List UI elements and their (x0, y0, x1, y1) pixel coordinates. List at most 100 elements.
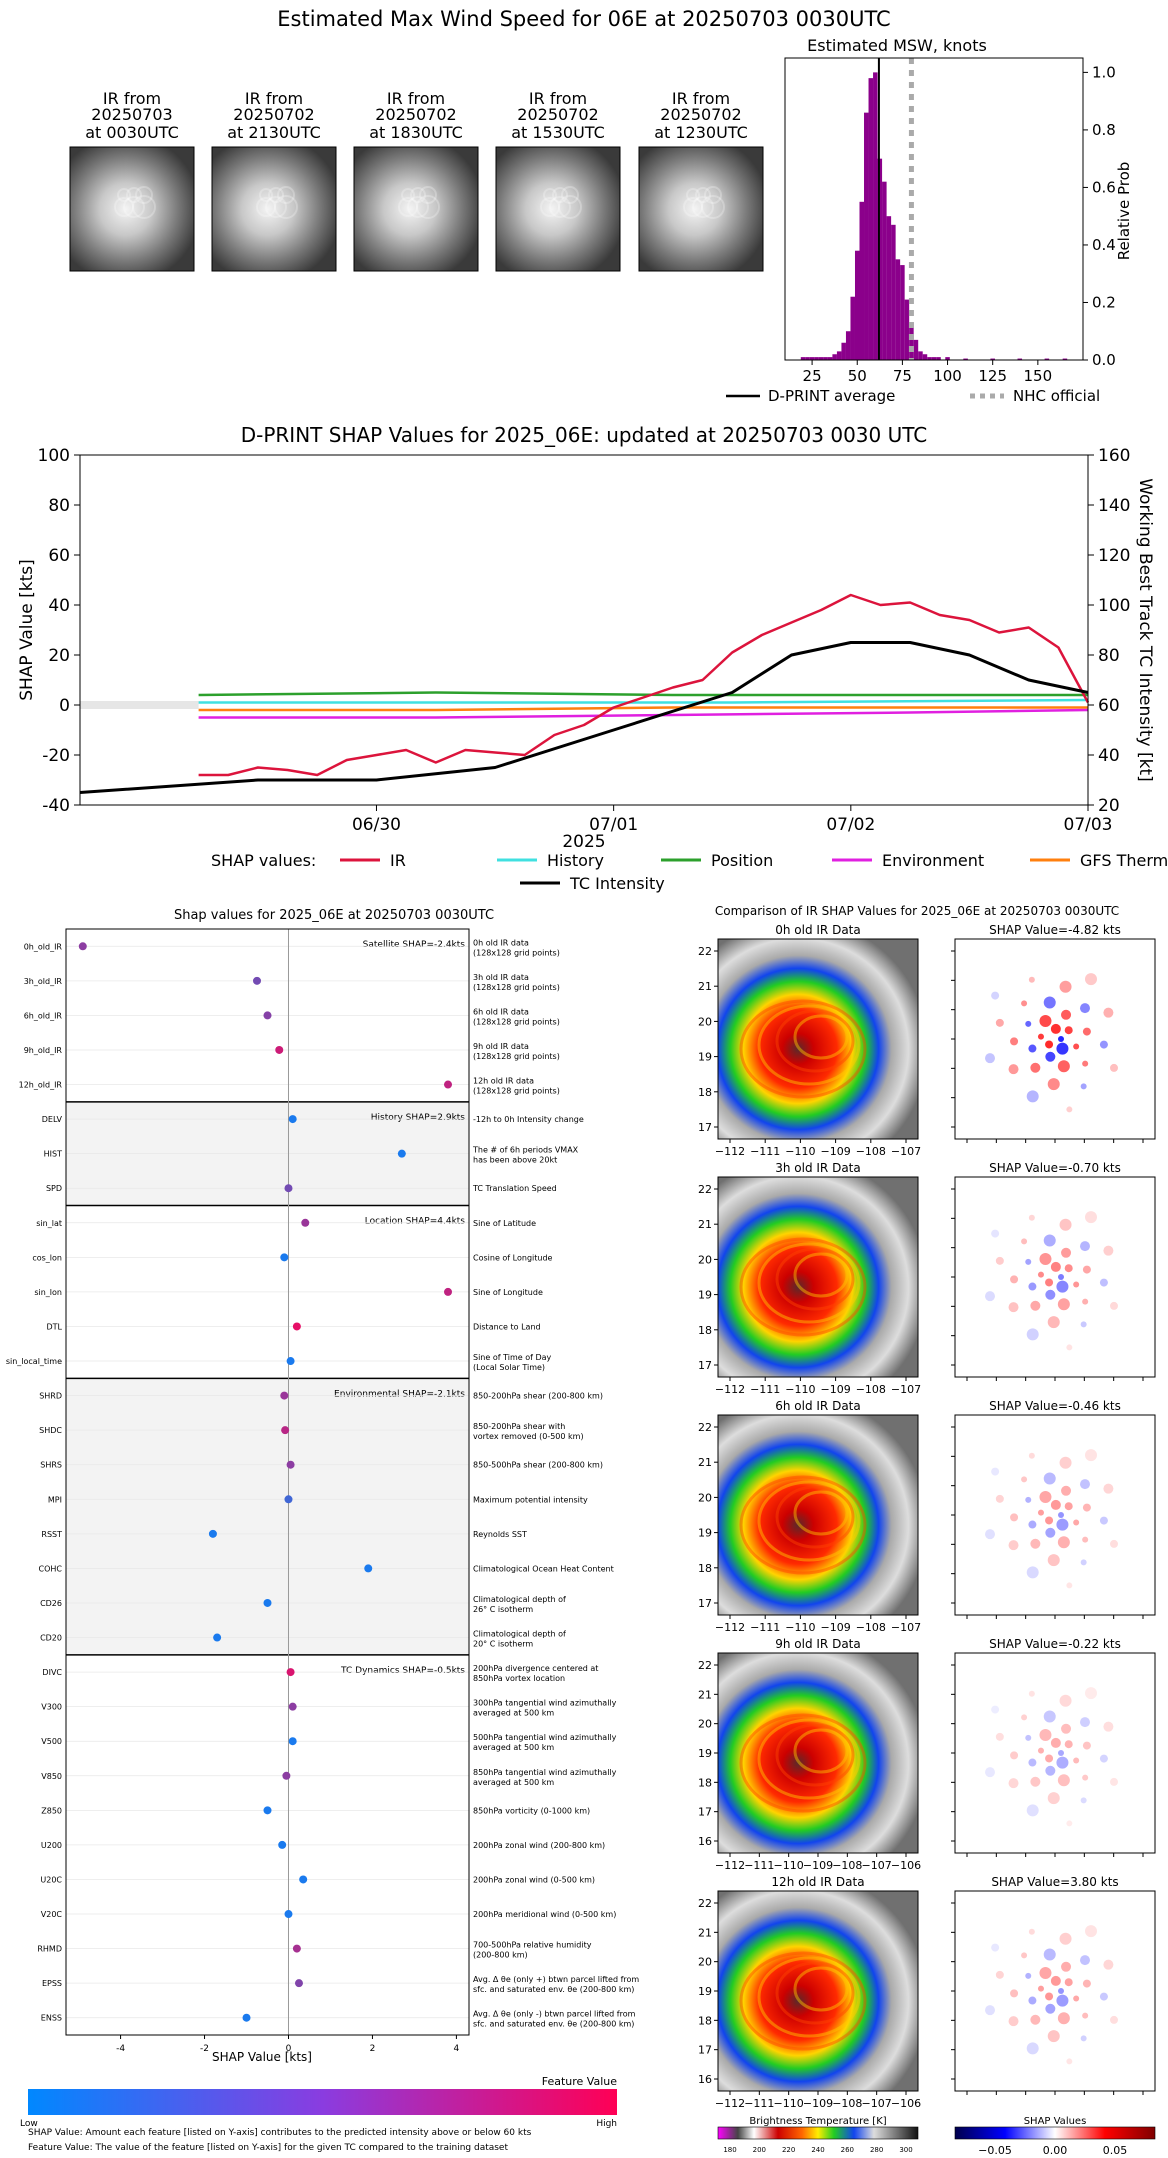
feature-chart-title: Shap values for 2025_06E at 20250703 003… (174, 908, 494, 923)
histogram-bar (913, 339, 919, 360)
shap-blob (1028, 1758, 1037, 1767)
shap-blob (1043, 1710, 1056, 1723)
feature-name: sin_lat (36, 1219, 62, 1228)
cloud-band (561, 186, 579, 204)
shap-blob (1043, 996, 1056, 1009)
shap-blob (1073, 1043, 1080, 1050)
cloud-band (540, 197, 560, 217)
shap-point (213, 1633, 222, 1642)
legend-label: Position (711, 851, 773, 870)
shap-colorbar-title: SHAP Values (1024, 2116, 1087, 2127)
cloud-band (277, 186, 295, 204)
legend-label: History (547, 851, 604, 870)
y-tick-label: 17 (698, 1359, 712, 1372)
y-tick-label: 16 (698, 1835, 712, 1848)
feature-name: V500 (41, 1737, 62, 1746)
shap-blob (1047, 1554, 1060, 1567)
shap-panel-image (955, 1653, 1155, 1853)
cloud-band (114, 197, 134, 217)
ir-panel-frame (717, 1176, 919, 1378)
feature-name: 3h_old_IR (24, 977, 63, 986)
shap-panel-title: SHAP Value=-0.70 kts (989, 1161, 1121, 1175)
shap-point (263, 1806, 272, 1815)
shap-panel-title: SHAP Value=-0.22 kts (989, 1637, 1121, 1651)
x-tick-label: −112 (715, 2097, 745, 2110)
histogram-bar (873, 72, 878, 360)
shap-blob (1109, 1539, 1118, 1548)
shap-blob (1082, 2012, 1089, 2019)
shap-blob (1047, 1792, 1060, 1805)
brightness-tick-label: 280 (870, 2146, 883, 2154)
shap-blob (1080, 1083, 1087, 1090)
shap-blob (1026, 1090, 1039, 1103)
shap-blob (1103, 1245, 1114, 1256)
histogram-axes: 25 50 75 100 125 150 0.0 0.2 0.4 0.6 0.8 1.0 (784, 57, 1116, 385)
shap-blob (1058, 1036, 1064, 1042)
histogram-title: Estimated MSW, knots (807, 36, 987, 55)
shap-blob (1008, 2016, 1019, 2027)
feature-name: CD26 (40, 1599, 62, 1608)
cloud-band (692, 196, 714, 218)
feature-description: Climatological depth of (473, 1630, 566, 1639)
x-tick-label: −110 (774, 2097, 804, 2110)
histogram-bar (918, 351, 923, 360)
shap-blob (1045, 1278, 1054, 1287)
convective-band (757, 1718, 861, 1800)
feature-name: V20C (41, 1910, 63, 1919)
shap-blob (1026, 2042, 1039, 2055)
feature-description: -12h to 0h Intensity change (473, 1115, 584, 1124)
y-tick-label: 21 (698, 1926, 712, 1939)
shap-blob (1056, 1280, 1069, 1293)
shap-blob (1039, 1966, 1052, 1979)
convective-band (775, 1723, 855, 1787)
shap-blob (1050, 1261, 1061, 1272)
x-tick-label: 07/02 (826, 815, 875, 835)
shap-blob (1084, 1211, 1097, 1224)
y-tick-label: 21 (698, 1218, 712, 1231)
shap-blob (1021, 1714, 1028, 1721)
ir-panel-image (718, 1653, 918, 1853)
series-line-environment (198, 708, 1089, 719)
feature-name: DELV (42, 1115, 63, 1124)
shap-point (364, 1564, 373, 1573)
x-tick-label: −108 (856, 1621, 886, 1634)
shap-blob (1008, 1540, 1019, 1551)
shap-blob (1030, 2014, 1041, 2025)
shap-point (278, 1840, 287, 1849)
histogram-frame (784, 57, 1084, 361)
feature-description: Distance to Land (473, 1322, 541, 1331)
shap-point (275, 1045, 284, 1054)
feature-description: Sine of Longitude (473, 1288, 543, 1297)
y-tick-label: 17 (698, 1597, 712, 1610)
shap-blob (1059, 980, 1072, 993)
shap-blob (1008, 1778, 1019, 1789)
page-title: Estimated Max Wind Speed for 06E at 2025… (277, 7, 890, 31)
shap-blob (1043, 1472, 1056, 1485)
shap-blob (995, 1970, 1004, 1979)
comparison-rows: 0h old IR Data SHAP Value=-4.82 kts 22 21 20… (698, 923, 1156, 2110)
shap-point (444, 1287, 453, 1296)
shap-point (242, 2013, 251, 2022)
x-tick-label: −107 (891, 1383, 921, 1396)
feature-description-line2: (128x128 grid points) (473, 948, 560, 957)
shap-blob (995, 1494, 1004, 1503)
thumbnail-caption-line2: 20250703 (91, 105, 172, 124)
shap-blob (1045, 1516, 1054, 1525)
shap-blob (1021, 1476, 1028, 1483)
x-tick-label: 06/30 (352, 815, 401, 835)
x-tick-label: −111 (750, 1383, 780, 1396)
y-tick-label-right: 20 (1098, 796, 1120, 816)
shap-blob (1057, 1298, 1070, 1311)
x-tick-label: −109 (803, 1859, 833, 1872)
ir-panel-title: 3h old IR Data (775, 1161, 861, 1175)
shap-blob (991, 1229, 1000, 1238)
shap-blob (1058, 1750, 1064, 1756)
feature-description: 850-500hPa shear (200-800 km) (473, 1461, 603, 1470)
cloud-band (558, 195, 582, 219)
shap-blob (1037, 1509, 1044, 1516)
shap-blob (1099, 1040, 1108, 1049)
x-tick-label: -2 (200, 2044, 209, 2054)
shap-blob (1037, 1747, 1044, 1754)
shap-blob (1084, 1449, 1097, 1462)
thumbnail-caption-line2: 20250702 (517, 105, 598, 124)
